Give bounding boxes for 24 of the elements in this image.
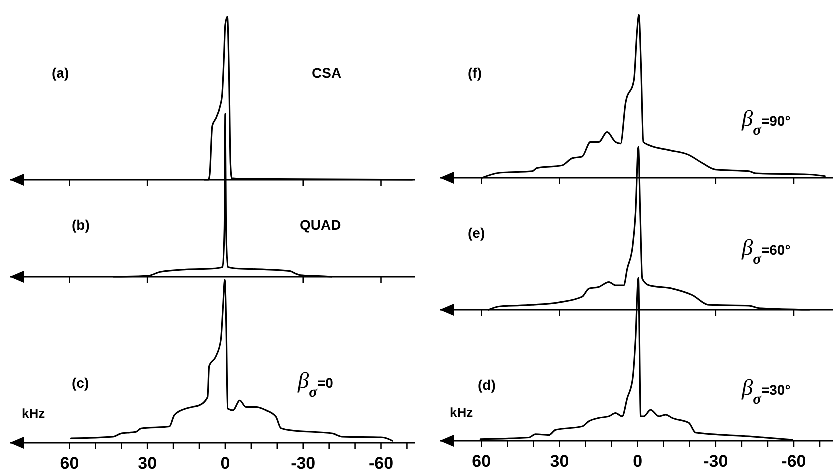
annotation: QUAD	[300, 217, 342, 233]
x-tick-label: -60	[782, 452, 806, 471]
x-tick-label: 60	[472, 452, 492, 471]
x-tick-label: -30	[291, 454, 316, 471]
annotation: β$_{σ}$=60°	[741, 235, 791, 268]
text: (e)	[468, 225, 486, 241]
x-tick-label: 60	[60, 454, 80, 471]
text: (a)	[52, 65, 70, 81]
x-tick-label: 30	[550, 452, 570, 471]
x-tick-label: 0	[220, 454, 230, 471]
annotation: β$_{σ}$=90°	[741, 106, 791, 138]
x-tick-label: 30	[138, 454, 158, 471]
text: (f)	[468, 65, 482, 81]
text: (b)	[72, 217, 90, 233]
x-axis-title: kHz	[450, 405, 474, 420]
x-tick-label: 0	[633, 452, 643, 471]
annotation: β$_{σ}$=30°	[741, 375, 791, 408]
annotation: β$_{σ}$=0	[297, 368, 334, 400]
annotation: CSA	[312, 65, 342, 81]
x-axis-title: kHz	[22, 406, 46, 421]
x-tick-label: -60	[368, 454, 394, 471]
x-tick-label: -30	[704, 452, 728, 471]
text: (c)	[72, 375, 90, 391]
text: (d)	[478, 377, 496, 393]
